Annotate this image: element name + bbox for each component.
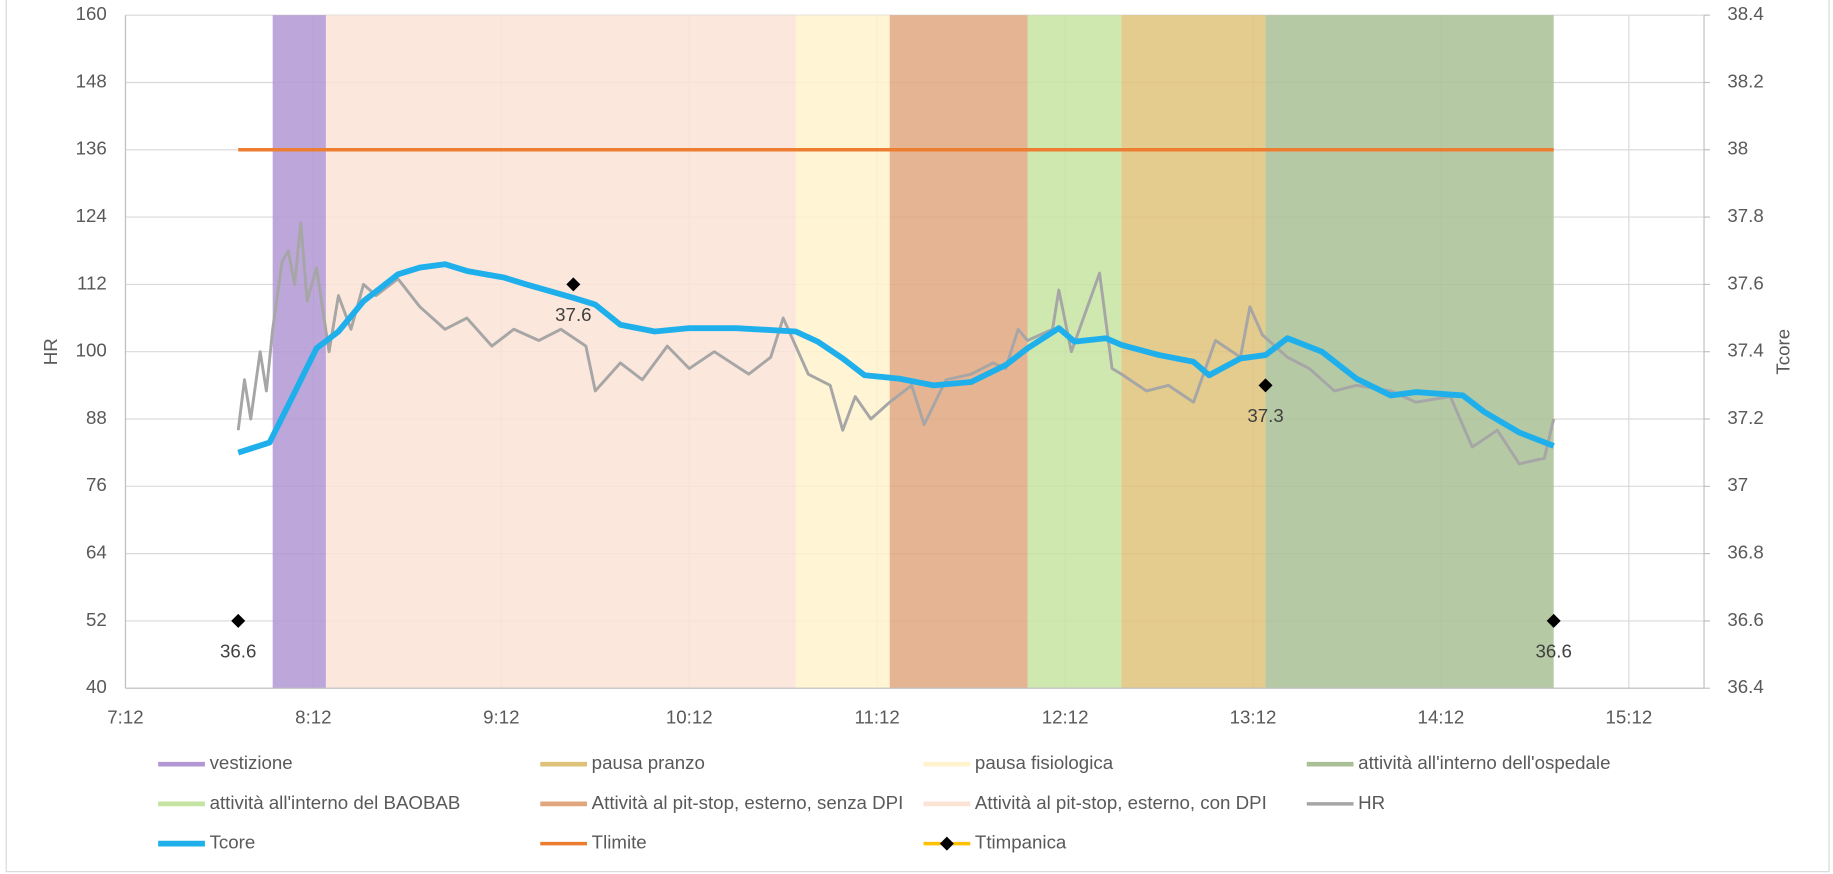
x-tick-label: 13:12	[1230, 707, 1277, 728]
legend-marker	[939, 836, 954, 851]
x-tick-label: 9:12	[483, 707, 519, 728]
y2-tick-label: 38.4	[1727, 3, 1763, 24]
legend-label: vestizione	[210, 752, 293, 773]
y-tick-label: 136	[76, 138, 107, 159]
y-tick-label: 160	[76, 3, 107, 24]
y-tick-label: 124	[76, 205, 107, 226]
data-label: 36.6	[220, 640, 256, 661]
y2-axis-label: Tcore	[1773, 329, 1794, 375]
y-axis-label: HR	[40, 338, 61, 365]
y-tick-label: 100	[76, 340, 107, 361]
x-tick-label: 10:12	[666, 707, 713, 728]
y2-tick-label: 38	[1727, 138, 1748, 159]
legend-label: Attività al pit-stop, esterno, con DPI	[975, 792, 1267, 813]
y2-tick-label: 37.4	[1727, 340, 1763, 361]
y-tick-label: 88	[86, 407, 107, 428]
band	[1265, 15, 1554, 689]
marker	[1258, 378, 1273, 393]
x-tick-label: 11:12	[854, 707, 899, 728]
x-tick-label: 12:12	[1042, 707, 1089, 728]
x-tick-label: 15:12	[1605, 707, 1652, 728]
marker	[566, 277, 581, 292]
y2-tick-label: 36.6	[1727, 609, 1763, 630]
legend-label: Ttimpanica	[975, 832, 1067, 853]
data-label: 37.3	[1247, 405, 1283, 426]
y2-tick-label: 36.8	[1727, 542, 1763, 563]
legend-label: pausa pranzo	[592, 752, 705, 773]
legend-label: Attività al pit-stop, esterno, senza DPI	[592, 792, 904, 813]
data-label: 36.6	[1536, 640, 1572, 661]
band	[795, 15, 890, 689]
x-tick-label: 8:12	[295, 707, 331, 728]
legend-label: HR	[1358, 792, 1385, 813]
legend-label: attività all'interno dell'ospedale	[1358, 752, 1610, 773]
series-line	[237, 261, 1555, 456]
marker	[231, 613, 246, 628]
x-tick-label: 14:12	[1418, 707, 1465, 728]
x-tick-label: 7:12	[107, 707, 143, 728]
y2-tick-label: 37.6	[1727, 272, 1763, 293]
y-tick-label: 112	[77, 272, 107, 293]
band	[325, 15, 796, 689]
chart-border	[5, 0, 1830, 873]
y2-tick-label: 37.8	[1727, 205, 1763, 226]
y-tick-label: 64	[86, 542, 107, 563]
marker	[1546, 613, 1561, 628]
series-line	[236, 221, 1556, 466]
y-tick-label: 76	[86, 474, 107, 495]
band	[889, 15, 1028, 689]
data-label: 37.6	[555, 304, 591, 325]
band	[1027, 15, 1122, 689]
y2-tick-label: 38.2	[1727, 70, 1763, 91]
legend-label: pausa fisiologica	[975, 752, 1114, 773]
legend-label: attività all'interno del BAOBAB	[210, 792, 461, 813]
y-tick-label: 40	[86, 676, 107, 697]
legend-label: Tlimite	[592, 832, 647, 853]
y-tick-label: 148	[76, 70, 107, 91]
y2-tick-label: 36.4	[1727, 676, 1763, 697]
y-tick-label: 52	[86, 609, 107, 630]
y2-tick-label: 37.2	[1727, 407, 1763, 428]
y2-tick-label: 37	[1727, 474, 1748, 495]
legend-label: Tcore	[210, 832, 256, 853]
